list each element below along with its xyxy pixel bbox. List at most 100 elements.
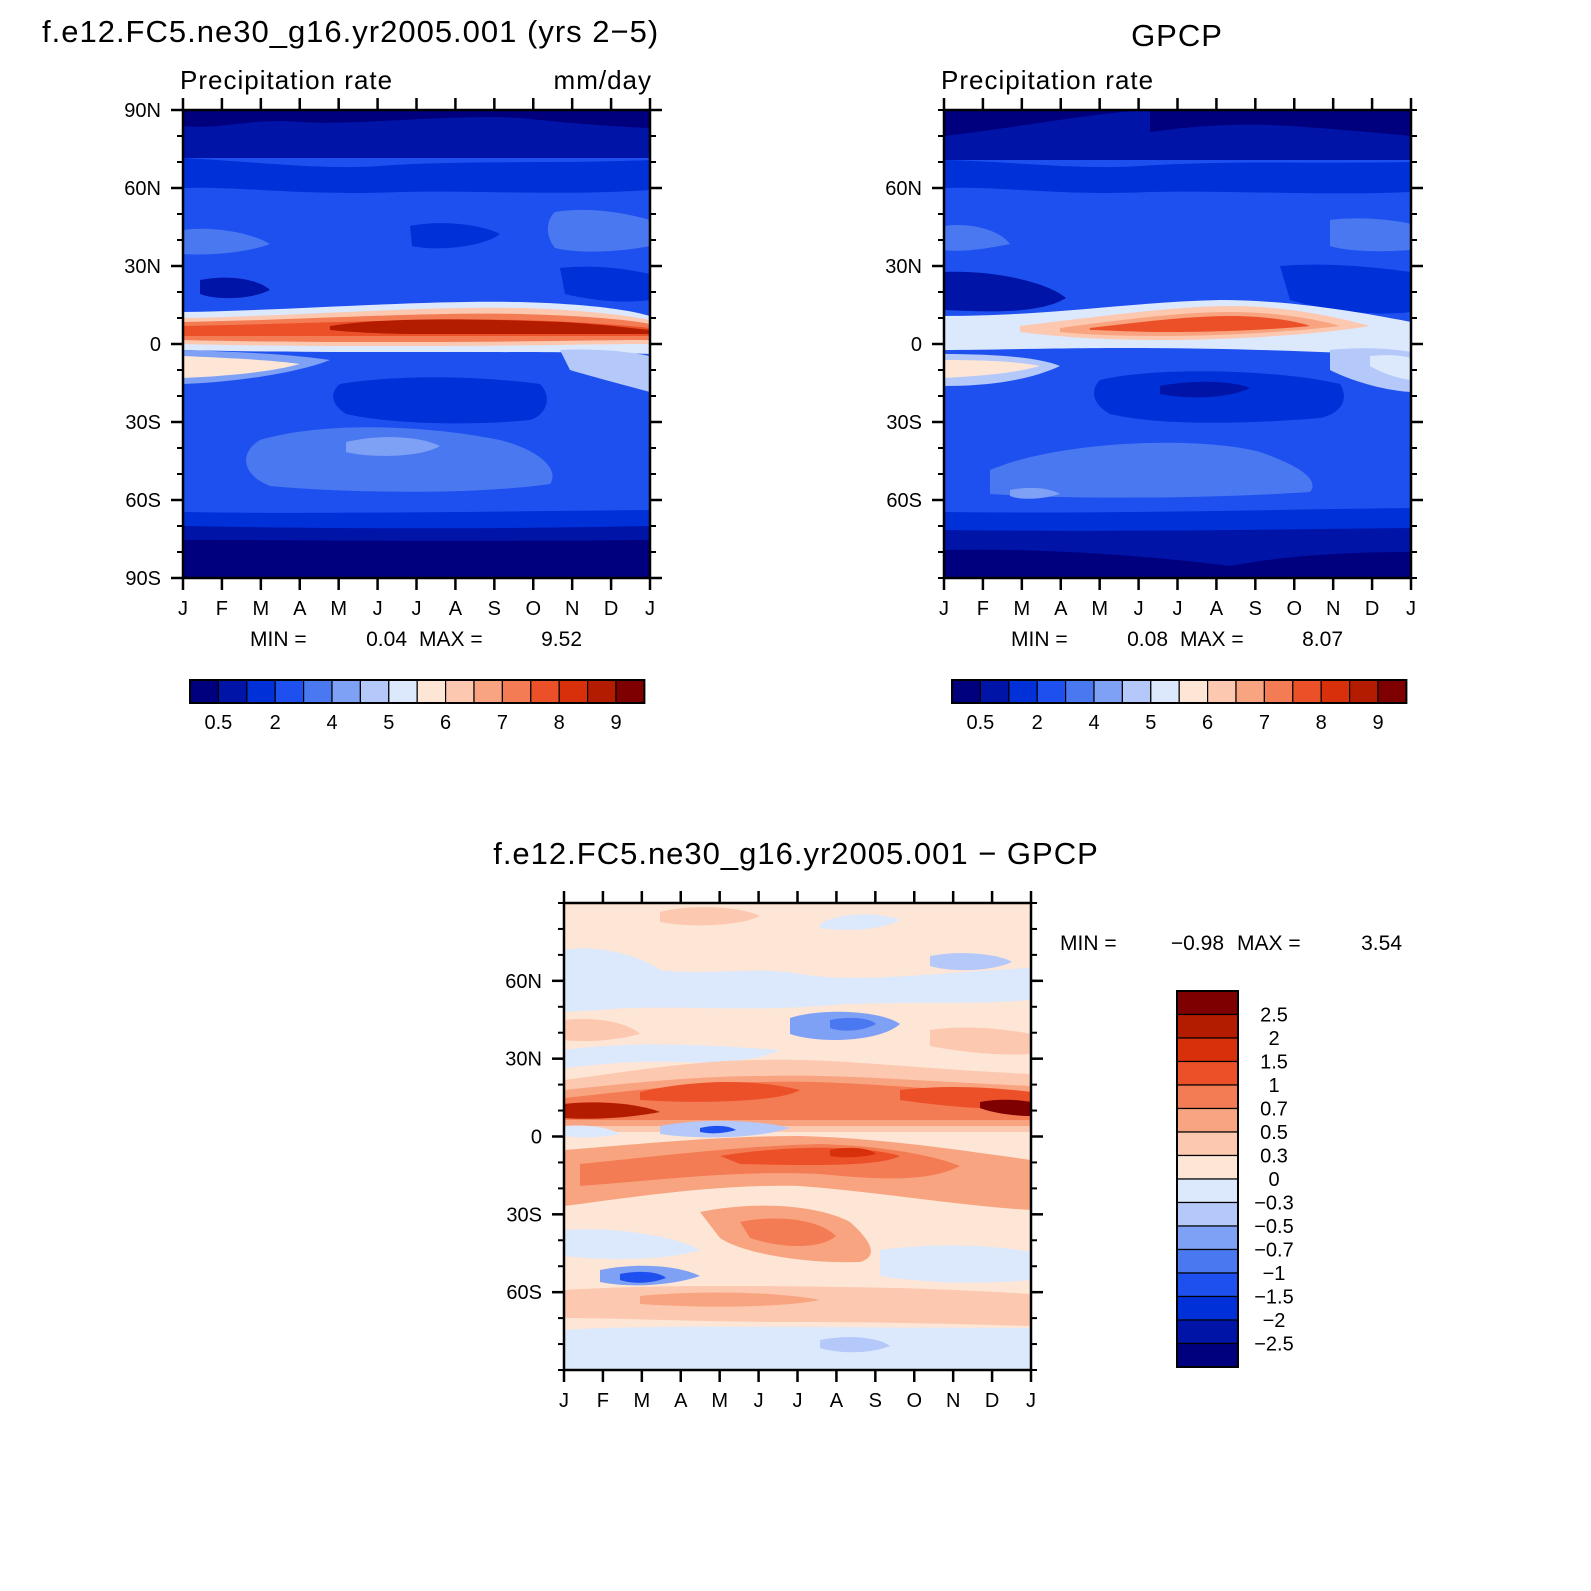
colorbar-box — [979, 679, 1010, 704]
x-tick-label: F — [977, 598, 989, 620]
colorbar-label: 4 — [1088, 712, 1099, 734]
colorbar-box — [1176, 1225, 1239, 1251]
x-tick-label: J — [793, 1390, 803, 1412]
colorbar-label: 0.5 — [204, 712, 232, 734]
colorbar-frame — [951, 679, 1408, 704]
x-tick-label: F — [216, 598, 228, 620]
colorbar-box — [1150, 679, 1180, 704]
model-panel-max-value: 9.52 — [541, 628, 582, 651]
gpcp-panel-max-label: MAX = — [1180, 628, 1244, 651]
x-tick-label: S — [869, 1390, 882, 1412]
colorbar-label: 9 — [1372, 712, 1383, 734]
colorbar-box — [246, 679, 276, 704]
y-tick-label: 90N — [124, 100, 161, 122]
colorbar-label: 1 — [1268, 1075, 1279, 1097]
colorbar-box — [473, 679, 503, 704]
colorbar-box — [217, 679, 248, 704]
colorbar-box — [1377, 679, 1407, 704]
y-tick-label: 90S — [125, 568, 161, 590]
gpcp-panel-colorbar: 0.5 2 4 5 6 7 8 9 — [951, 679, 1408, 734]
colorbar-label: 6 — [1202, 712, 1213, 734]
difference-panel-y-axis: 60N 30N 0 30S 60S — [505, 902, 1043, 1371]
colorbar-box — [1320, 679, 1351, 704]
colorbar-box — [1036, 679, 1067, 704]
x-tick-label: M — [1013, 598, 1030, 620]
colorbar-label: −2 — [1263, 1310, 1286, 1332]
x-tick-label: F — [597, 1390, 609, 1412]
colorbar-box — [331, 679, 361, 704]
colorbar-box — [586, 679, 617, 704]
model-panel-colorbar: 0.5 2 4 5 6 7 8 9 — [189, 679, 646, 734]
x-tick-label: J — [178, 598, 188, 620]
colorbar-label: −0.5 — [1254, 1216, 1293, 1238]
model-panel-min-label: MIN = — [250, 628, 307, 651]
y-tick-label: 60S — [125, 490, 161, 512]
colorbar-box — [274, 679, 305, 704]
x-tick-label: A — [830, 1390, 844, 1412]
x-tick-label: J — [1173, 598, 1183, 620]
colorbar-label: 2 — [1032, 712, 1043, 734]
y-tick-label: 60N — [885, 178, 922, 200]
x-tick-label: O — [906, 1390, 922, 1412]
gpcp-panel-y-axis: 60N 30N 0 30S 60S — [885, 109, 1423, 579]
colorbar-box — [1176, 1342, 1239, 1368]
colorbar-box — [1176, 1248, 1239, 1274]
colorbar-box — [1176, 990, 1239, 1016]
model-panel-min-value: 0.04 — [366, 628, 407, 651]
gpcp-panel-min-value: 0.08 — [1127, 628, 1168, 651]
colorbar-box — [1176, 1037, 1239, 1063]
colorbar-box — [1008, 679, 1038, 704]
model-panel-title: f.e12.FC5.ne30_g16.yr2005.001 (yrs 2−5) — [42, 14, 659, 49]
colorbar-label: 7 — [497, 712, 508, 734]
colorbar-box — [1176, 1060, 1239, 1086]
colorbar-box — [1064, 679, 1095, 704]
y-tick-label: 0 — [911, 334, 922, 356]
gpcp-panel: GPCP Precipitation rate — [885, 18, 1423, 734]
x-tick-label: A — [1210, 598, 1224, 620]
colorbar-box — [1176, 1201, 1239, 1227]
gpcp-panel-title: GPCP — [1131, 18, 1223, 53]
colorbar-box — [1176, 1131, 1239, 1157]
difference-panel-min-label: MIN = — [1060, 932, 1117, 955]
colorbar-box — [1176, 1319, 1239, 1345]
y-tick-label: 0 — [150, 334, 161, 356]
x-tick-label: N — [1326, 598, 1340, 620]
colorbar-box — [501, 679, 532, 704]
colorbar-label: 0.7 — [1260, 1099, 1288, 1121]
x-tick-label: S — [488, 598, 501, 620]
y-tick-label: 60S — [886, 490, 922, 512]
x-tick-label: J — [1406, 598, 1416, 620]
colorbar-label: −0.7 — [1254, 1240, 1293, 1262]
colorbar-label: 0.5 — [1260, 1122, 1288, 1144]
colorbar-box — [1178, 679, 1209, 704]
colorbar-label: −2.5 — [1254, 1334, 1293, 1356]
colorbar-box — [189, 679, 219, 704]
y-tick-label: 30S — [125, 412, 161, 434]
x-tick-label: J — [754, 1390, 764, 1412]
colorbar-box — [1176, 1295, 1239, 1321]
x-tick-label: N — [946, 1390, 960, 1412]
colorbar-label: 6 — [440, 712, 451, 734]
y-tick-label: 60N — [505, 971, 542, 993]
x-tick-label: M — [633, 1390, 650, 1412]
colorbar-box — [1206, 679, 1237, 704]
difference-panel-min-value: −0.98 — [1171, 932, 1224, 955]
x-tick-label: N — [565, 598, 579, 620]
gpcp-panel-left-string: Precipitation rate — [941, 65, 1154, 95]
colorbar-box — [1093, 679, 1123, 704]
colorbar-label: −1 — [1263, 1263, 1286, 1285]
difference-panel-colorbar: 2.521.510.70.50.30−0.3−0.5−0.7−1−1.5−2−2… — [1176, 990, 1294, 1368]
colorbar-box — [951, 679, 981, 704]
colorbar-box — [388, 679, 418, 704]
x-tick-label: J — [645, 598, 655, 620]
gpcp-panel-contour-field — [944, 110, 1411, 578]
x-tick-label: J — [1134, 598, 1144, 620]
colorbar-label: 5 — [383, 712, 394, 734]
x-tick-label: J — [939, 598, 949, 620]
colorbar-label: 1.5 — [1260, 1052, 1288, 1074]
model-panel-contour-field — [183, 110, 650, 578]
colorbar-frame — [189, 679, 646, 704]
x-tick-label: M — [252, 598, 269, 620]
